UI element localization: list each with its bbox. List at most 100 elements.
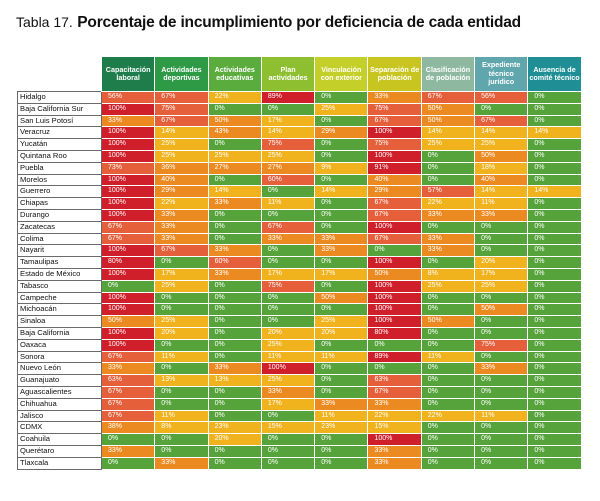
table-body: Hidalgo 56% 67% 22% 89% 0% 33% 67% 56% 0% Baja Cal… [17, 91, 582, 470]
heatmap-cell: 0% [420, 421, 476, 435]
entity-label: Tlaxcala [17, 456, 102, 470]
heatmap-cell: 100% [100, 149, 156, 163]
heatmap-cell: 33% [367, 91, 422, 104]
heatmap-cell: 25% [260, 149, 316, 163]
heatmap-cell: 0% [314, 385, 369, 399]
heatmap-cell: 60% [260, 173, 316, 187]
heatmap-cell: 0% [474, 315, 529, 328]
heatmap-cell: 0% [314, 279, 369, 293]
heatmap-cell: 50% [420, 102, 476, 116]
heatmap-cell: 0% [100, 433, 156, 446]
table-row: Oaxaca 100% 0% 0% 25% 0% 0% 0% 75% 0% [17, 338, 582, 352]
heatmap-cell: 25% [314, 315, 369, 328]
heatmap-cell: 56% [474, 91, 529, 104]
entity-label: Baja California Sur [17, 102, 102, 116]
heatmap-cell: 67% [367, 114, 422, 128]
heatmap-cell: 50% [420, 114, 476, 128]
heatmap-cell: 27% [207, 161, 262, 175]
heatmap-cell: 25% [207, 149, 262, 163]
heatmap-cell: 25% [420, 279, 476, 293]
heatmap-cell: 0% [314, 208, 369, 222]
table-row: Coahuila 0% 0% 20% 0% 0% 100% 0% 0% 0% [17, 433, 582, 446]
heatmap-cell: 0% [207, 173, 262, 187]
table-number: Tabla 17. [16, 14, 73, 30]
heatmap-cell: 25% [154, 315, 209, 328]
heatmap-cell: 100% [367, 315, 422, 328]
heatmap-cell: 0% [527, 409, 582, 423]
entity-label: Veracruz [17, 126, 102, 140]
heatmap-cell: 0% [314, 374, 369, 387]
heatmap-cell: 0% [527, 338, 582, 352]
heatmap-cell: 0% [260, 433, 316, 446]
heatmap-cell: 100% [100, 173, 156, 187]
heatmap-cell: 13% [154, 374, 209, 387]
heatmap-cell: 0% [527, 303, 582, 317]
heatmap-cell: 0% [314, 220, 369, 234]
heatmap-cell: 0% [474, 456, 529, 470]
entity-label: Sonora [17, 350, 102, 364]
heatmap-cell: 33% [420, 244, 476, 258]
heatmap-cell: 0% [314, 114, 369, 128]
heatmap-cell: 15% [367, 421, 422, 435]
entity-label: Nayarit [17, 244, 102, 258]
heatmap-cell: 50% [420, 315, 476, 328]
heatmap-cell: 0% [420, 326, 476, 340]
heatmap-cell: 0% [420, 303, 476, 317]
table-row: CDMX 38% 8% 23% 15% 23% 15% 0% 0% 0% [17, 421, 582, 435]
heatmap-cell: 0% [527, 173, 582, 187]
heatmap-cell: 100% [100, 208, 156, 222]
heatmap-cell: 25% [154, 149, 209, 163]
heatmap-table: Capacitación laboral Actividades deportiv… [17, 56, 582, 470]
heatmap-cell: 0% [527, 433, 582, 446]
heatmap-cell: 0% [314, 303, 369, 317]
heatmap-cell: 11% [474, 197, 529, 210]
heatmap-cell: 89% [260, 91, 316, 104]
entity-label: Hidalgo [17, 91, 102, 104]
heatmap-cell: 0% [474, 232, 529, 246]
heatmap-cell: 100% [100, 267, 156, 281]
heatmap-cell: 100% [100, 338, 156, 352]
heatmap-cell: 11% [420, 350, 476, 364]
table-row: Nayarit 100% 67% 33% 0% 33% 0% 33% 0% 0% [17, 244, 582, 258]
heatmap-cell: 14% [420, 126, 476, 140]
entity-label: Puebla [17, 161, 102, 175]
heatmap-cell: 0% [207, 279, 262, 293]
column-header: Separación de población [367, 56, 422, 92]
entity-label: Nuevo León [17, 362, 102, 376]
heatmap-cell: 0% [314, 444, 369, 458]
heatmap-cell: 0% [527, 456, 582, 470]
heatmap-cell: 67% [474, 114, 529, 128]
heatmap-cell: 0% [314, 149, 369, 163]
heatmap-cell: 17% [154, 267, 209, 281]
heatmap-cell: 25% [474, 138, 529, 151]
heatmap-cell: 100% [367, 126, 422, 140]
table-row: Guerrero 100% 29% 14% 0% 14% 29% 57% 14% 14% [17, 185, 582, 199]
table-row: Tamaulipas 80% 0% 60% 0% 0% 100% 0% 20% 0% [17, 256, 582, 269]
table-row: San Luis Potosí 33% 67% 50% 17% 0% 67% 50% 67% 0% [17, 114, 582, 128]
heatmap-cell: 33% [314, 397, 369, 411]
table-row: Yucatán 100% 25% 0% 75% 0% 75% 25% 25% 0% [17, 138, 582, 151]
heatmap-cell: 0% [527, 197, 582, 210]
heatmap-cell: 33% [367, 397, 422, 411]
heatmap-cell: 67% [367, 232, 422, 246]
heatmap-cell: 23% [314, 421, 369, 435]
heatmap-cell: 0% [260, 185, 316, 199]
heatmap-cell: 17% [260, 397, 316, 411]
column-header: Clasificación de población [420, 56, 476, 92]
heatmap-cell: 0% [527, 315, 582, 328]
table-row: Chiapas 100% 22% 33% 11% 0% 67% 22% 11% 0% [17, 197, 582, 210]
heatmap-cell: 0% [207, 444, 262, 458]
table-title-text: Porcentaje de incumplimiento por deficie… [77, 14, 521, 31]
heatmap-cell: 67% [154, 91, 209, 104]
entity-label: Chiapas [17, 197, 102, 210]
heatmap-cell: 0% [420, 397, 476, 411]
heatmap-cell: 0% [314, 91, 369, 104]
heatmap-cell: 67% [154, 114, 209, 128]
heatmap-cell: 11% [314, 409, 369, 423]
heatmap-cell: 0% [527, 114, 582, 128]
heatmap-cell: 0% [207, 291, 262, 305]
entity-label: Oaxaca [17, 338, 102, 352]
heatmap-cell: 100% [367, 279, 422, 293]
table-row: Sinaloa 50% 25% 0% 0% 25% 100% 50% 0% 0% [17, 315, 582, 328]
heatmap-cell: 57% [420, 185, 476, 199]
